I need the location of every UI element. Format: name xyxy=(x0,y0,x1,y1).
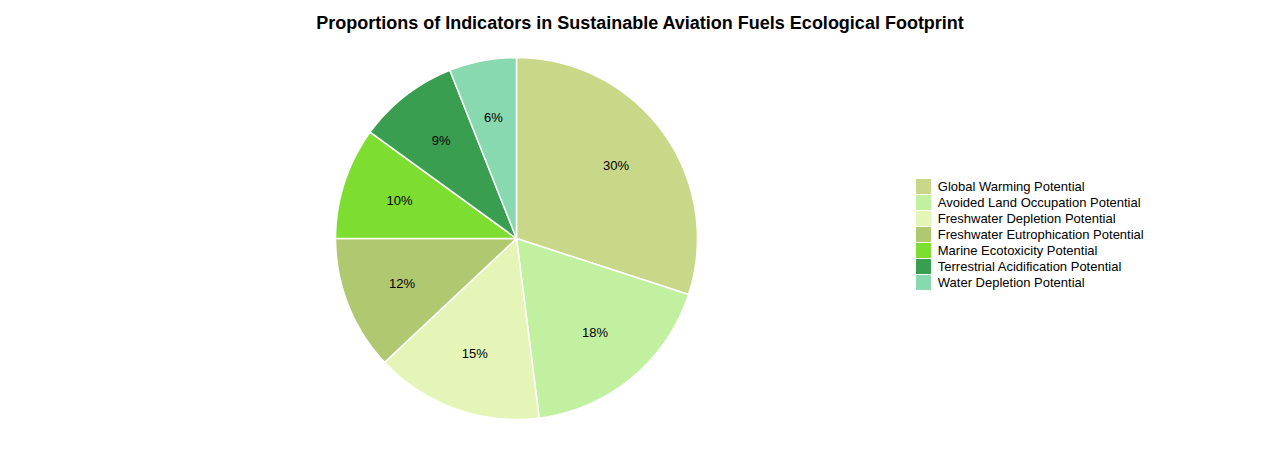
svg-text:10%: 10% xyxy=(387,193,413,208)
html-text:Global Warming Potential: Global Warming Potential xyxy=(937,178,1085,194)
svg-text:9%: 9% xyxy=(432,133,451,148)
html-text:Avoided Land Occupation Potent: Avoided Land Occupation Potential xyxy=(937,194,1141,210)
svg-text:18%: 18% xyxy=(582,325,608,340)
html-text:Water Depletion Potential: Water Depletion Potential xyxy=(937,274,1085,290)
html-text:Terrestrial Acidification Pote: Terrestrial Acidification Potential xyxy=(937,258,1122,274)
html-text:Marine Ecotoxicity Potential: Marine Ecotoxicity Potential xyxy=(937,242,1098,258)
html-text:Freshwater Depletion Potential: Freshwater Depletion Potential xyxy=(937,210,1116,226)
svg-text:15%: 15% xyxy=(462,346,488,361)
svg-text:12%: 12% xyxy=(389,276,415,291)
svg-text:6%: 6% xyxy=(484,110,503,125)
svg-text:30%: 30% xyxy=(603,158,629,173)
html-text:Proportions of Indicators in S: Proportions of Indicators in Sustainable… xyxy=(316,13,964,33)
html-text:Freshwater Eutrophication Pote: Freshwater Eutrophication Potential xyxy=(937,226,1144,242)
